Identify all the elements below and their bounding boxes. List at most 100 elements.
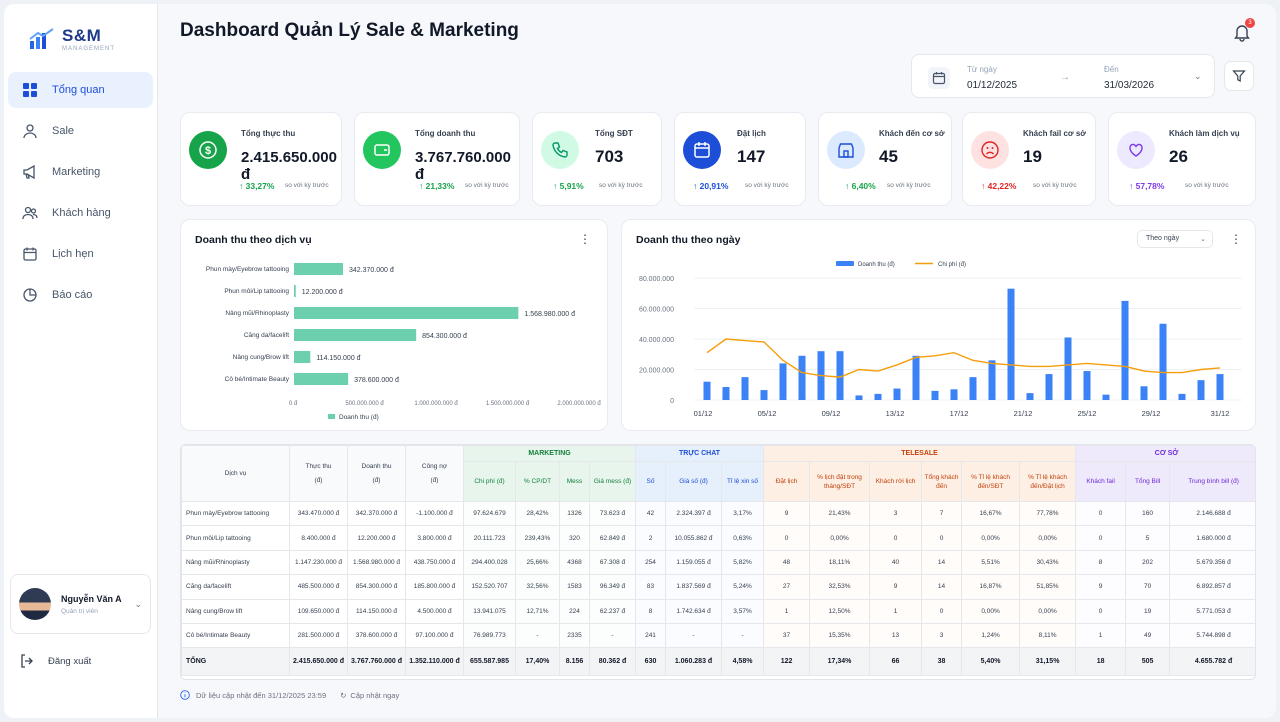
table-cell: 9 [763, 500, 811, 527]
bar[interactable] [950, 389, 958, 400]
bar[interactable] [294, 373, 349, 385]
bar[interactable] [294, 329, 417, 341]
bar[interactable] [1045, 374, 1053, 400]
sidebar-item-customers[interactable]: Khách hàng [8, 195, 153, 231]
bar[interactable] [855, 395, 863, 400]
table-cell: 17,34% [809, 647, 871, 677]
table-row[interactable]: Cô bé/Intimate Beauty 281.500.000 đ 378.60… [181, 622, 1255, 649]
refresh-button[interactable]: ↻ Cập nhật ngay [340, 691, 399, 700]
bar[interactable] [1102, 394, 1110, 400]
sidebar-item-appointments[interactable]: Lịch hẹn [8, 236, 153, 272]
chevron-down-icon: ⌄ [1194, 71, 1202, 81]
bar[interactable] [294, 307, 519, 319]
table-cell: 76.989.773 [463, 622, 516, 649]
date-range-picker[interactable]: Từ ngày 01/12/2025 → Đến 31/03/2026 ⌄ [911, 54, 1215, 98]
category-label: Nâng cung/Brow lift [233, 354, 290, 361]
x-tick-label: 2.000.000.000 đ [557, 401, 601, 407]
bar[interactable] [1064, 337, 1072, 400]
bar[interactable] [1007, 288, 1015, 400]
bar[interactable] [1159, 323, 1167, 400]
table-total-row[interactable]: TỔNG 2.415.650.000 đ 3.767.760.000 đ 1.352.… [181, 647, 1255, 677]
kpi-label: Khách đến cơ sở [879, 129, 945, 138]
bar[interactable] [741, 377, 749, 400]
update-text: Dữ liệu cập nhật đến 31/12/2025 23:59 [196, 690, 327, 700]
x-tick-label: 09/12 [822, 409, 841, 418]
bar[interactable] [988, 360, 996, 400]
bar[interactable] [969, 377, 977, 400]
bar[interactable] [1083, 371, 1091, 400]
users-icon [22, 206, 38, 220]
bar[interactable] [836, 351, 844, 400]
sidebar-item-label: Tổng quan [52, 84, 105, 96]
data-label: 114.150.000 đ [316, 355, 360, 362]
from-date-value[interactable]: 01/12/2025 [967, 80, 1018, 91]
y-tick-label: 40.000.000 [639, 337, 674, 344]
table-cell: 5.744.898 đ [1169, 622, 1255, 649]
bar[interactable] [1197, 380, 1205, 400]
chevron-down-icon: ⌄ [1200, 236, 1206, 243]
service-report-table: Dịch vụ Thực thu (đ) Doanh thu (đ) Công nợ… [180, 444, 1256, 680]
table-row[interactable]: Căng da/facelift 485.500.000 đ 854.300.000… [181, 574, 1255, 600]
sidebar-item-overview[interactable]: Tổng quan [8, 72, 153, 108]
table-cell: Căng da/facelift [181, 574, 290, 600]
table-cell: 185.800.000 đ [405, 574, 464, 600]
table-cell: 80.362 đ [588, 647, 637, 677]
column-header: % Tỉ lệ khách đến/SĐT [961, 461, 1021, 502]
sidebar-nav: Tổng quan Sale Marketing Khách hàng Lịch… [4, 72, 157, 313]
table-cell: 73.623 đ [588, 500, 637, 527]
filter-button[interactable] [1224, 61, 1254, 91]
bar[interactable] [1140, 386, 1148, 400]
bar[interactable] [722, 387, 730, 400]
table-row[interactable]: Nâng cung/Brow lift 109.650.000 đ 114.150.… [181, 598, 1255, 624]
table-cell: 7 [921, 500, 963, 527]
legend-label: Chi phí (đ) [938, 262, 966, 268]
bar[interactable] [1121, 300, 1129, 400]
table-cell: 12.200.000 đ [347, 525, 406, 551]
pie-chart-icon [23, 288, 37, 302]
table-cell: -1.100.000 đ [405, 500, 464, 527]
x-tick-label: 17/12 [950, 409, 969, 418]
table-cell: 13 [869, 622, 923, 649]
notification-button[interactable]: 3 [1232, 18, 1255, 42]
logout-button[interactable]: Đăng xuất [20, 654, 91, 668]
table-cell: 31,15% [1019, 647, 1077, 677]
sidebar-item-sale[interactable]: Sale [8, 113, 153, 149]
sidebar-item-marketing[interactable]: Marketing [8, 154, 153, 190]
bar[interactable] [1026, 393, 1034, 400]
service-revenue-chart: Phun mày/Eyebrow tattooing 342.370.000 đ P… [206, 263, 601, 421]
category-label: Phun môi/Lip tattooing [224, 288, 289, 295]
bar[interactable] [931, 390, 939, 400]
kpi-card-total-revenue: Tổng doanh thu 3.767.760.000 đ ↑ 21,33% … [354, 112, 520, 206]
kpi-card-visitors: Khách đến cơ sở 45 ↑ 6,40% so với kỳ trư… [818, 112, 952, 206]
bar[interactable] [294, 263, 343, 275]
cost-line [706, 338, 1221, 378]
table-cell: 343.470.000 đ [289, 500, 348, 527]
bar[interactable] [703, 381, 711, 400]
bar[interactable] [760, 390, 768, 400]
bar[interactable] [294, 285, 296, 297]
bar[interactable] [798, 355, 806, 400]
bar[interactable] [1178, 393, 1186, 400]
more-vertical-icon[interactable]: ⋮ [579, 232, 591, 246]
bar[interactable] [912, 355, 920, 400]
user-profile-card[interactable]: Nguyễn Văn A Quản trị viên ⌄ [10, 574, 151, 634]
table-row[interactable]: Nâng mũi/Rhinoplasty 1.147.230.000 đ 1.568… [181, 549, 1255, 576]
kpi-trend: ↑ 6,40% [845, 181, 876, 191]
table-row[interactable]: Phun môi/Lip tattooing 8.400.000 đ 12.200.… [181, 525, 1255, 551]
sidebar-item-reports[interactable]: Báo cáo [8, 277, 153, 313]
more-vertical-icon[interactable]: ⋮ [1230, 232, 1242, 246]
table-cell: 32,56% [515, 574, 560, 600]
table-cell: 630 [635, 647, 667, 677]
view-select[interactable]: Theo ngày ⌄ [1137, 230, 1213, 248]
logo-subtitle: MANAGEMENT [62, 46, 116, 52]
to-date-value[interactable]: 31/03/2026 [1104, 80, 1155, 91]
bar[interactable] [294, 351, 311, 363]
table-cell: 378.600.000 đ [347, 622, 406, 649]
bar[interactable] [1216, 374, 1224, 400]
bar[interactable] [874, 393, 882, 400]
bar[interactable] [779, 363, 787, 400]
table-cell: 96.349 đ [588, 574, 637, 600]
bar[interactable] [893, 388, 901, 400]
